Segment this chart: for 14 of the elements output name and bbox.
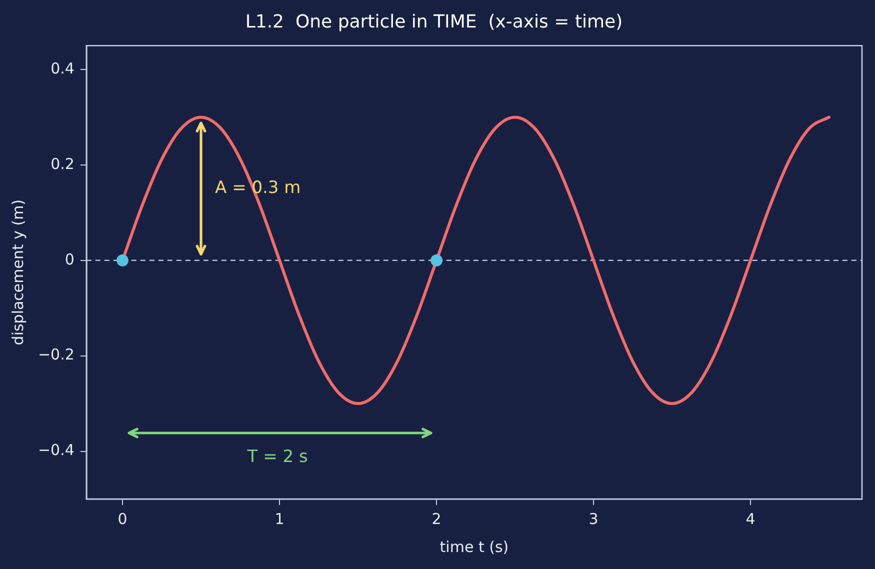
y-axis-title: displacement y (m) — [8, 199, 27, 346]
x-tick-label: 1 — [274, 510, 284, 528]
y-tick-label: 0.4 — [50, 59, 74, 78]
y-tick-label: 0 — [64, 250, 74, 268]
x-tick-label: 2 — [432, 510, 442, 528]
y-tick-label: −0.4 — [38, 441, 74, 460]
y-tick-label: −0.2 — [38, 346, 74, 364]
x-tick-label: 0 — [118, 510, 128, 528]
x-tick-label: 3 — [588, 510, 598, 528]
annotation: T = 2 s — [246, 447, 308, 468]
x-tick-label: 4 — [746, 510, 756, 528]
x-axis-title: time t (s) — [440, 538, 509, 556]
y-tick-label: 0.2 — [50, 154, 74, 173]
chart-title: L1.2 One particle in TIME (x-axis = time) — [245, 11, 623, 32]
